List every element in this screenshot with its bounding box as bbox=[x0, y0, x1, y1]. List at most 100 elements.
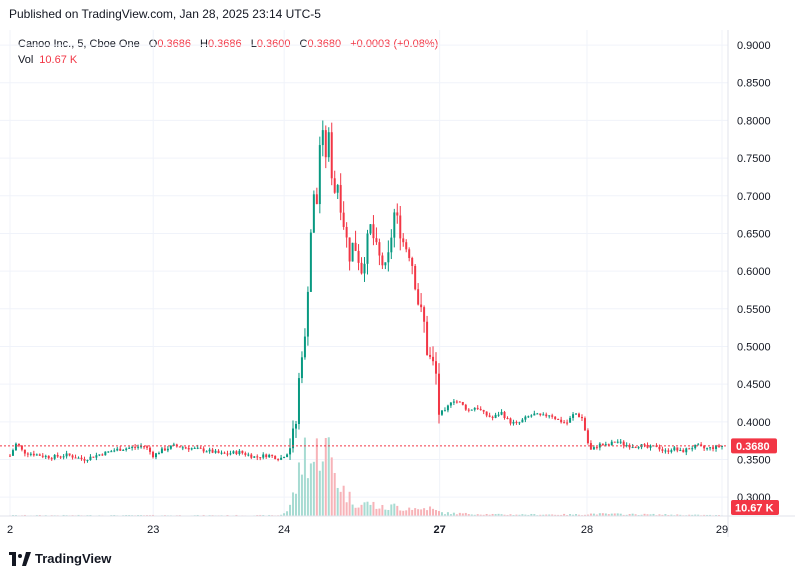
candle-body bbox=[232, 451, 235, 454]
candle-body bbox=[17, 443, 20, 446]
volume-bar bbox=[586, 514, 589, 516]
candle-body bbox=[592, 447, 595, 450]
volume-bar bbox=[664, 514, 667, 516]
y-tick-label: 0.8000 bbox=[737, 115, 771, 127]
volume-bar bbox=[449, 514, 452, 516]
volume-bar bbox=[622, 514, 625, 516]
candle-body bbox=[375, 238, 378, 243]
candle-body bbox=[476, 407, 479, 409]
volume-bar bbox=[280, 514, 283, 516]
volume-bar bbox=[578, 514, 581, 516]
candle-body bbox=[667, 450, 670, 452]
volume-bar bbox=[351, 504, 354, 516]
candle-body bbox=[411, 258, 414, 266]
candle-body bbox=[289, 448, 292, 455]
volume-bar bbox=[530, 513, 533, 516]
volume-bar bbox=[289, 504, 292, 516]
candle-body bbox=[452, 401, 455, 403]
volume-bar bbox=[503, 514, 506, 516]
candle-body bbox=[104, 451, 107, 456]
volume-bar bbox=[235, 514, 238, 516]
candle-body bbox=[199, 447, 202, 449]
volume-bar bbox=[315, 438, 318, 516]
volume-bar bbox=[554, 514, 557, 516]
candle-body bbox=[637, 447, 640, 449]
candle-body bbox=[154, 453, 157, 458]
candle-body bbox=[458, 401, 461, 403]
candle-body bbox=[679, 450, 682, 452]
volume-bar bbox=[569, 514, 572, 516]
volume-bars bbox=[9, 437, 723, 517]
volume-bar bbox=[521, 514, 524, 516]
volume-bar bbox=[446, 512, 449, 516]
candle-body bbox=[512, 421, 515, 424]
candle-body bbox=[631, 447, 634, 449]
candle-body bbox=[315, 194, 318, 205]
candle-body bbox=[634, 447, 637, 449]
low-value: 0.3600 bbox=[256, 38, 291, 50]
candle-body bbox=[253, 456, 256, 458]
candle-body bbox=[688, 448, 691, 450]
candle-body bbox=[181, 447, 184, 449]
candle-body bbox=[554, 416, 557, 419]
volume-bar bbox=[658, 514, 661, 516]
volume-bar bbox=[634, 514, 637, 516]
candle-body bbox=[172, 444, 175, 446]
candle-body bbox=[238, 450, 241, 455]
candle-body bbox=[697, 444, 700, 446]
volume-bar bbox=[309, 463, 312, 516]
candle-body bbox=[384, 262, 387, 266]
candle-body bbox=[363, 263, 366, 274]
volume-bar bbox=[551, 514, 554, 516]
volume-bar bbox=[366, 501, 369, 516]
volume-bar bbox=[303, 437, 306, 516]
candle-body bbox=[62, 456, 65, 458]
candle-body bbox=[166, 448, 169, 451]
volume-bar bbox=[393, 503, 396, 516]
volume-bar bbox=[330, 457, 333, 516]
candle-body bbox=[691, 448, 694, 450]
volume-bar bbox=[598, 513, 601, 516]
volume-bar bbox=[652, 513, 655, 516]
candle-body bbox=[417, 289, 420, 305]
volume-bar bbox=[417, 509, 420, 516]
time-axis[interactable]: 2 23 24 27 28 29 bbox=[7, 524, 728, 536]
volume-bar bbox=[77, 514, 80, 516]
high-value: 0.3686 bbox=[207, 38, 242, 50]
low-label: L bbox=[250, 38, 257, 50]
candle-body bbox=[9, 455, 11, 457]
candle-body bbox=[50, 458, 53, 460]
candle-body bbox=[241, 450, 244, 454]
candle-body bbox=[589, 443, 592, 450]
volume-bar bbox=[479, 514, 482, 516]
volume-bar bbox=[357, 507, 360, 516]
candle-body bbox=[405, 242, 408, 250]
price-axis[interactable]: 0.9000 0.8500 0.8000 0.7500 0.7000 0.6500 0.60… bbox=[737, 40, 771, 504]
volume-bar bbox=[151, 514, 154, 516]
volume-bar bbox=[405, 510, 408, 516]
candle-body bbox=[583, 418, 586, 431]
y-tick-label: 0.6000 bbox=[737, 266, 771, 278]
candle-body bbox=[68, 453, 71, 456]
volume-bar bbox=[336, 487, 339, 516]
volume-bar bbox=[592, 513, 595, 516]
candle-body bbox=[163, 448, 166, 451]
candle-body bbox=[131, 446, 134, 448]
candle-body bbox=[146, 446, 149, 448]
tradingview-footer[interactable]: TradingView bbox=[9, 551, 111, 566]
candle-body bbox=[658, 446, 661, 450]
candle-body bbox=[342, 212, 345, 227]
volume-bar bbox=[709, 514, 712, 516]
candle-body bbox=[277, 459, 280, 461]
candle-body bbox=[485, 411, 488, 416]
candle-body bbox=[113, 450, 116, 452]
volume-bar bbox=[512, 514, 515, 516]
volume-bar bbox=[619, 513, 622, 516]
candle-body bbox=[420, 304, 423, 308]
candle-body bbox=[390, 237, 393, 253]
candle-body bbox=[29, 453, 32, 455]
candle-body bbox=[569, 417, 572, 423]
candle-body bbox=[706, 448, 709, 450]
volume-bar bbox=[607, 514, 610, 516]
